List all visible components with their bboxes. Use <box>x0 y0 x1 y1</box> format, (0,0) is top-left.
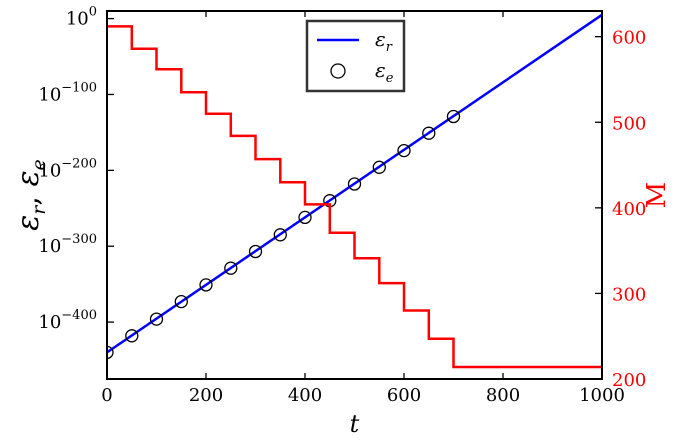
x-tick-label: 1000 <box>579 385 625 406</box>
right-tick-label: 500 <box>612 113 646 134</box>
epsilon-e-marker <box>149 312 164 326</box>
right-tick-label: 400 <box>612 199 646 220</box>
plot-content <box>107 13 602 369</box>
right-axis-label: M <box>642 182 672 209</box>
x-tick-label: 800 <box>486 385 520 406</box>
epsilon-e-marker <box>199 278 213 292</box>
axes: 0 200 400 600 800 1000 t 100 10−100 10−200 10−300 1… <box>11 5 672 438</box>
epsilon-e-marker <box>446 109 461 124</box>
epsilon-e-marker <box>125 329 139 343</box>
legend-label-epsilon-r: εr <box>375 27 393 55</box>
epsilon-e-marker <box>298 210 312 225</box>
x-tick-label: 400 <box>288 385 322 406</box>
right-tick-label: 200 <box>612 370 646 391</box>
plot-frame <box>106 10 603 380</box>
epsilon-e-marker <box>273 228 287 242</box>
left-tick-label: 10−200 <box>38 156 97 181</box>
right-tick-label: 600 <box>612 28 646 49</box>
plot-area <box>107 13 602 369</box>
epsilon-e-marker <box>372 160 386 174</box>
epsilon-r-line <box>107 13 602 354</box>
x-axis-label: t <box>350 410 360 438</box>
epsilon-e-marker <box>248 244 263 259</box>
x-tick-label: 0 <box>101 385 112 406</box>
legend-box <box>305 19 406 93</box>
epsilon-e-marker <box>422 126 436 140</box>
epsilon-e-marker <box>397 143 411 158</box>
legend-label-epsilon-e: εe <box>375 58 394 86</box>
legend: εr εe <box>305 19 406 93</box>
m-step-line <box>107 25 602 369</box>
left-tick-label: 10−300 <box>38 232 97 257</box>
epsilon-e-marker <box>224 261 238 275</box>
right-tick-label: 300 <box>612 284 646 305</box>
epsilon-e-marker <box>347 177 362 191</box>
legend-marker-swatch <box>330 63 346 79</box>
x-tick-label: 600 <box>387 385 421 406</box>
left-tick-label: 10−100 <box>38 80 97 105</box>
epsilon-e-marker <box>107 345 114 360</box>
epsilon-e-marker <box>174 294 188 309</box>
left-axis-label: εr, εe <box>11 159 50 231</box>
x-tick-label: 200 <box>189 385 223 406</box>
left-tick-label: 10−400 <box>38 308 97 333</box>
left-tick-label: 100 <box>66 5 97 30</box>
